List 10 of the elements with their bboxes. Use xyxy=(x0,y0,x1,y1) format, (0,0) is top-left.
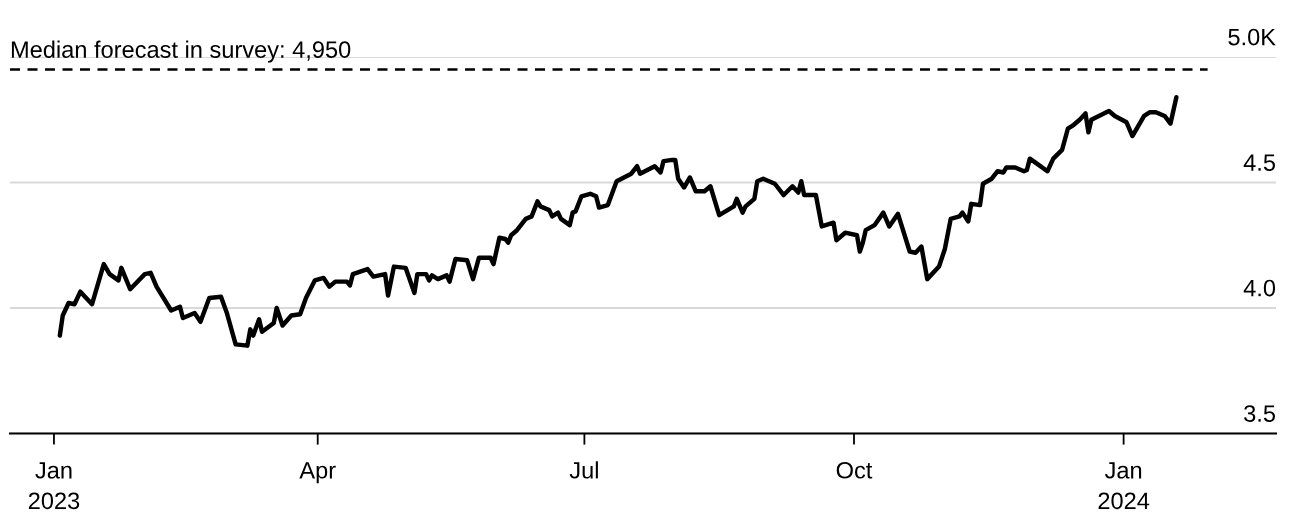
x-tick-label: Oct xyxy=(836,461,873,479)
x-tick-label: Apr xyxy=(299,462,336,484)
x-tick-label: Jul xyxy=(569,461,598,479)
x-tick-label: Jan 2023 xyxy=(28,462,80,510)
y-tick-label: 4.0 xyxy=(1243,279,1276,297)
ref-line-label: Median forecast in survey: 4,950 xyxy=(11,40,351,63)
y-tick-label: 5.0K xyxy=(1228,28,1276,46)
x-tick-label: Jan 2024 xyxy=(1098,462,1150,510)
y-tick-label: 3.5 xyxy=(1244,405,1276,422)
y-tick-label: 4.5 xyxy=(1243,154,1276,171)
